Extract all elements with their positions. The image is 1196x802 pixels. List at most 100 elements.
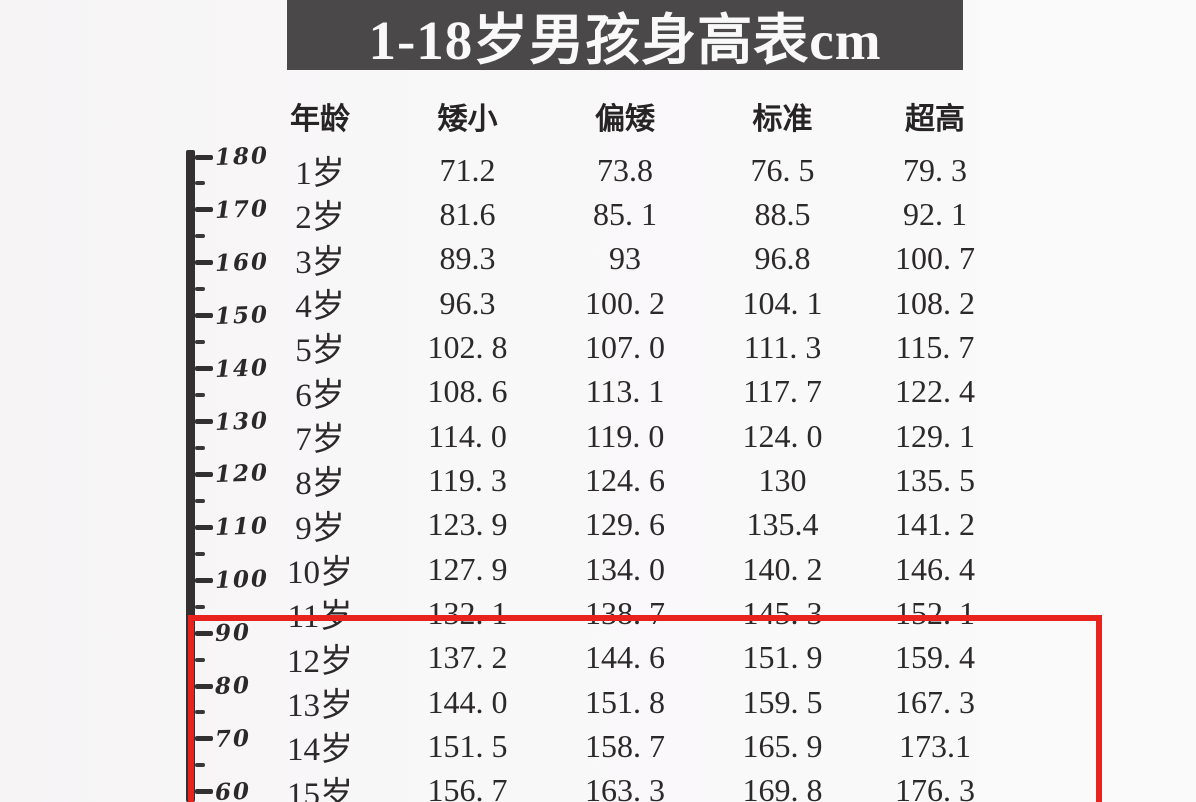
ruler-minor-tick bbox=[195, 393, 205, 398]
value-cell: 96.3 bbox=[439, 284, 496, 321]
value-cell: 135.4 bbox=[746, 506, 819, 543]
value-cell: 176. 3 bbox=[895, 772, 975, 802]
value-cell: 167. 3 bbox=[895, 683, 975, 720]
age-cell: 13岁 bbox=[287, 688, 353, 725]
table-row: 9岁 123. 9 129. 6 135.4 141. 2 bbox=[250, 501, 1010, 547]
age-cell: 6岁 bbox=[295, 377, 345, 414]
table-row: 1岁 71.2 73.8 76. 5 79. 3 bbox=[250, 146, 1010, 193]
value-cell: 81.6 bbox=[439, 195, 496, 232]
age-cell: 12岁 bbox=[287, 643, 353, 680]
ruler-major-tick bbox=[195, 313, 213, 319]
age-cell: 14岁 bbox=[287, 732, 353, 769]
value-cell: 76. 5 bbox=[750, 151, 815, 188]
value-cell: 129. 6 bbox=[585, 506, 665, 543]
table-row: 3岁 89.3 93 96.8 100. 7 bbox=[250, 235, 1010, 281]
value-cell: 141. 2 bbox=[895, 506, 975, 543]
title-banner: 1-18岁男孩身高表cm bbox=[287, 0, 963, 71]
table-row: 11岁 132. 1 138. 7 145. 3 152. 1 bbox=[250, 589, 1010, 636]
ruler-tick-label: 80 bbox=[214, 671, 252, 700]
value-cell: 124. 0 bbox=[742, 417, 823, 454]
value-cell: 158. 7 bbox=[585, 727, 665, 764]
age-cell: 1岁 bbox=[295, 156, 345, 192]
ruler-minor-tick bbox=[195, 340, 205, 345]
table-row: 14岁 151. 5 158. 7 165. 9 173.1 bbox=[250, 722, 1010, 769]
ruler-minor-tick bbox=[195, 763, 205, 768]
ruler-minor-tick bbox=[195, 181, 205, 186]
value-cell: 124. 6 bbox=[585, 461, 665, 498]
table-body: 1岁 71.2 73.8 76. 5 79. 3 2岁 81.6 85. 1 88.5 92. 1… bbox=[250, 146, 1010, 802]
value-cell: 119. 3 bbox=[428, 461, 507, 498]
column-header-short: 矮小 bbox=[437, 102, 498, 136]
value-cell: 173.1 bbox=[899, 727, 971, 764]
ruler-minor-tick bbox=[195, 445, 205, 450]
ruler-major-tick bbox=[195, 524, 213, 530]
value-cell: 163. 3 bbox=[585, 772, 665, 802]
age-cell: 5岁 bbox=[295, 333, 345, 370]
ruler-tick-label: 70 bbox=[214, 724, 252, 753]
ruler-major-tick bbox=[195, 366, 213, 372]
value-cell: 151. 9 bbox=[742, 639, 823, 676]
ruler-minor-tick bbox=[195, 657, 205, 662]
value-cell: 89.3 bbox=[439, 240, 496, 277]
value-cell: 117. 7 bbox=[743, 373, 822, 410]
column-header-age: 年龄 bbox=[290, 102, 350, 136]
table-row: 2岁 81.6 85. 1 88.5 92. 1 bbox=[250, 190, 1010, 237]
ruler-minor-tick bbox=[195, 710, 205, 715]
value-cell: 114. 0 bbox=[428, 417, 507, 454]
age-cell: 11岁 bbox=[287, 599, 353, 636]
ruler-major-tick bbox=[195, 630, 213, 636]
value-cell: 100. 7 bbox=[895, 240, 975, 277]
value-cell: 137. 2 bbox=[427, 639, 508, 676]
value-cell: 111. 3 bbox=[743, 328, 822, 365]
ruler-major-tick bbox=[195, 207, 213, 213]
ruler-minor-tick bbox=[195, 234, 205, 239]
value-cell: 144. 6 bbox=[585, 639, 665, 676]
value-cell: 113. 1 bbox=[585, 373, 665, 410]
value-cell: 144. 0 bbox=[427, 683, 508, 720]
value-cell: 115. 7 bbox=[895, 328, 975, 365]
page-title: 1-18岁男孩身高表cm bbox=[368, 10, 882, 71]
table-row: 8岁 119. 3 124. 6 130 135. 5 bbox=[250, 456, 1010, 503]
ruler-minor-tick bbox=[195, 604, 205, 609]
table-row: 4岁 96.3 100. 2 104. 1 108. 2 bbox=[250, 279, 1010, 326]
value-cell: 123. 9 bbox=[427, 506, 508, 543]
value-cell: 165. 9 bbox=[742, 727, 823, 764]
value-cell: 119. 0 bbox=[585, 417, 665, 454]
value-cell: 107. 0 bbox=[585, 328, 665, 365]
ruler-minor-tick bbox=[195, 287, 205, 292]
value-cell: 92. 1 bbox=[903, 195, 967, 232]
table-row: 7岁 114. 0 119. 0 124. 0 129. 1 bbox=[250, 412, 1010, 459]
ruler-minor-tick bbox=[195, 498, 205, 503]
ruler-major-tick bbox=[195, 683, 213, 689]
ruler-minor-tick bbox=[195, 551, 205, 556]
column-header-below-average: 偏矮 bbox=[595, 102, 655, 136]
value-cell: 140. 2 bbox=[742, 550, 823, 587]
ruler-major-tick bbox=[195, 260, 213, 266]
value-cell: 132. 1 bbox=[427, 594, 508, 631]
value-cell: 152. 1 bbox=[895, 594, 975, 631]
value-cell: 146. 4 bbox=[895, 550, 975, 587]
ruler-major-tick bbox=[195, 789, 213, 795]
table-row: 6岁 108. 6 113. 1 117. 7 122. 4 bbox=[250, 368, 1010, 414]
value-cell: 156. 7 bbox=[427, 772, 508, 802]
value-cell: 151. 5 bbox=[427, 727, 508, 764]
ruler-tick-label: 150 bbox=[214, 300, 270, 330]
ruler-major-tick bbox=[195, 577, 213, 583]
ruler-major-tick bbox=[195, 154, 213, 160]
ruler-tick-label: 90 bbox=[214, 618, 252, 648]
age-cell: 4岁 bbox=[295, 289, 345, 326]
age-cell: 2岁 bbox=[295, 200, 345, 237]
value-cell: 85. 1 bbox=[593, 195, 657, 232]
value-cell: 108. 2 bbox=[895, 284, 975, 321]
age-cell: 10岁 bbox=[287, 555, 353, 592]
value-cell: 122. 4 bbox=[895, 373, 975, 410]
ruler-tick-label: 170 bbox=[214, 194, 270, 224]
table-row: 13岁 144. 0 151. 8 159. 5 167. 3 bbox=[250, 678, 1010, 725]
value-cell: 88.5 bbox=[754, 195, 811, 232]
ruler-tick-label: 180 bbox=[214, 142, 270, 171]
value-cell: 159. 5 bbox=[742, 683, 823, 720]
table-row: 15岁 156. 7 163. 3 169. 8 176. 3 bbox=[250, 767, 1010, 802]
ruler-major-tick bbox=[195, 736, 213, 742]
ruler-tick-label: 110 bbox=[214, 512, 270, 542]
